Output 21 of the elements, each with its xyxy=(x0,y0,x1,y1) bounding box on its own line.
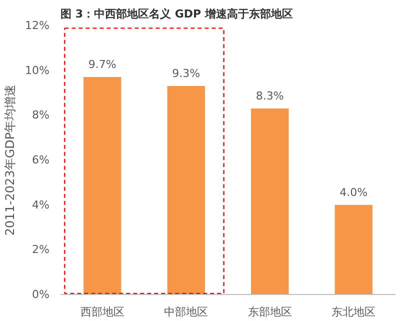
y-tick-label: 0% xyxy=(32,288,50,301)
y-tick-label: 10% xyxy=(25,64,50,77)
y-tick-label: 2% xyxy=(32,243,50,256)
x-tick-label: 中部地区 xyxy=(164,306,208,318)
x-tick-label: 东北地区 xyxy=(332,306,376,318)
y-tick-label: 6% xyxy=(32,154,50,166)
y-axis-title: 2011-2023年GDP年均增速 xyxy=(3,84,18,236)
chart-title: 图 3：中西部地区名义 GDP 增速高于东部地区 xyxy=(60,8,293,20)
y-tick-label: 4% xyxy=(32,198,50,212)
x-tick-label: 西部地区 xyxy=(80,306,124,318)
data-label: 9.3% xyxy=(172,67,200,80)
data-label: 8.3% xyxy=(256,89,284,102)
y-tick-label: 8% xyxy=(32,108,50,122)
bar xyxy=(84,77,122,294)
data-label: 4.0% xyxy=(340,186,368,199)
data-label: 9.7% xyxy=(88,58,116,72)
bar xyxy=(167,86,205,294)
bar xyxy=(334,204,372,294)
x-tick-label: 东部地区 xyxy=(248,306,292,318)
bar xyxy=(251,108,289,294)
y-tick-label: 12% xyxy=(25,19,50,32)
